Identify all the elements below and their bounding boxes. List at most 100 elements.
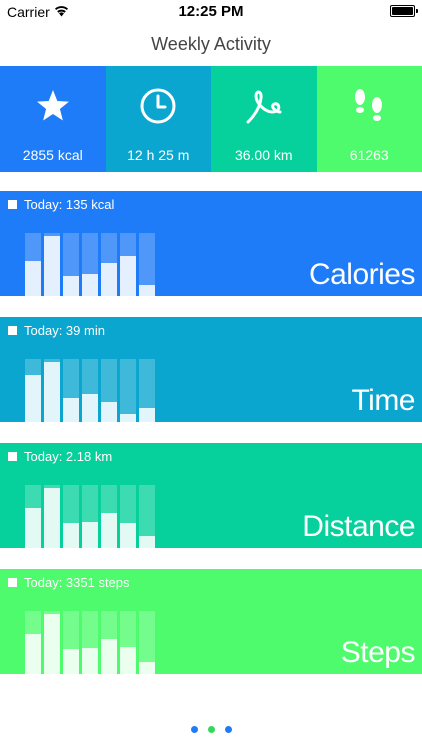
summary-value: 2855 kcal <box>22 147 83 163</box>
day-bar-fill <box>82 394 98 422</box>
day-bar-fill <box>82 521 98 548</box>
battery-icon <box>390 5 418 17</box>
page-indicator[interactable] <box>0 726 422 733</box>
day-bar-fill <box>44 487 60 548</box>
status-bar: Carrier 12:25 PM <box>0 0 422 24</box>
day-bar <box>25 359 41 422</box>
card-title: Steps <box>340 636 416 669</box>
day-bar <box>139 233 155 296</box>
day-bar <box>44 611 60 674</box>
day-bar <box>25 485 41 548</box>
day-bar <box>63 611 79 674</box>
day-bar <box>139 611 155 674</box>
legend-square <box>8 578 17 587</box>
summary-tiles: 2855 kcal 12 h 25 m 36.00 km 61263 <box>0 66 422 172</box>
day-bar-fill <box>120 414 136 422</box>
day-bar <box>120 485 136 548</box>
page-dot-active[interactable] <box>207 726 215 733</box>
card-title: Distance <box>302 510 415 543</box>
day-bar-fill <box>63 649 79 674</box>
day-bar-fill <box>120 523 136 548</box>
day-bar <box>139 359 155 422</box>
day-bar <box>101 485 117 548</box>
page-title: Weekly Activity <box>151 34 271 54</box>
day-bar-fill <box>63 398 79 422</box>
today-row: Today: 39 min <box>8 323 105 338</box>
today-label: Today: 2.18 km <box>24 449 113 464</box>
distance-card[interactable]: Today: 2.18 km Distance <box>0 443 422 548</box>
wifi-icon <box>54 4 69 17</box>
weekly-bar-chart <box>25 359 159 422</box>
today-row: Today: 135 kcal <box>8 197 114 212</box>
today-row: Today: 3351 steps <box>8 575 130 590</box>
day-bar <box>101 611 117 674</box>
summary-tile-time[interactable]: 12 h 25 m <box>105 66 211 172</box>
day-bar <box>25 233 41 296</box>
day-bar-fill <box>101 263 117 296</box>
day-bar <box>44 233 60 296</box>
day-bar-fill <box>101 512 117 548</box>
legend-square <box>8 326 17 335</box>
today-row: Today: 2.18 km <box>8 449 112 464</box>
calories-card[interactable]: Today: 135 kcal Calories <box>0 191 422 296</box>
day-bar <box>82 611 98 674</box>
day-bar <box>101 359 117 422</box>
clock-icon <box>138 86 178 126</box>
star-icon <box>33 86 73 126</box>
day-bar <box>63 233 79 296</box>
card-title: Time <box>351 384 415 417</box>
day-bar-fill <box>25 634 41 674</box>
day-bar <box>101 233 117 296</box>
summary-tile-steps[interactable]: 61263 <box>316 66 422 172</box>
day-bar-fill <box>139 536 155 548</box>
day-bar <box>25 611 41 674</box>
weekly-bar-chart <box>25 485 159 548</box>
summary-tile-calories[interactable]: 2855 kcal <box>0 66 106 172</box>
today-label: Today: 135 kcal <box>24 197 115 212</box>
day-bar <box>63 359 79 422</box>
day-bar-fill <box>44 235 60 296</box>
day-bar <box>44 485 60 548</box>
card-title: Calories <box>308 258 416 291</box>
day-bar-fill <box>139 285 155 296</box>
day-bar-fill <box>44 361 60 422</box>
summary-value: 61263 <box>349 147 389 163</box>
today-label: Today: 39 min <box>24 323 105 338</box>
day-bar-fill <box>120 256 136 296</box>
day-bar-fill <box>101 638 117 674</box>
day-bar-fill <box>44 613 60 674</box>
summary-value: 12 h 25 m <box>127 147 190 163</box>
page-dot[interactable] <box>224 726 232 733</box>
summary-tile-distance[interactable]: 36.00 km <box>211 66 317 172</box>
day-bar <box>120 611 136 674</box>
day-bar-fill <box>82 273 98 296</box>
day-bar-fill <box>25 508 41 548</box>
legend-square <box>8 452 17 461</box>
time-card[interactable]: Today: 39 min Time <box>0 317 422 422</box>
summary-value: 36.00 km <box>234 147 293 163</box>
today-label: Today: 3351 steps <box>24 575 130 590</box>
steps-card[interactable]: Today: 3351 steps Steps <box>0 569 422 674</box>
day-bar-fill <box>139 662 155 674</box>
page-dot[interactable] <box>190 726 198 733</box>
day-bar <box>82 233 98 296</box>
day-bar <box>120 233 136 296</box>
day-bar-fill <box>25 375 41 422</box>
route-icon <box>244 86 284 126</box>
footprints-icon <box>349 86 389 126</box>
weekly-bar-chart <box>25 233 159 296</box>
legend-square <box>8 200 17 209</box>
day-bar-fill <box>101 401 117 422</box>
day-bar <box>82 359 98 422</box>
day-bar-fill <box>63 275 79 296</box>
day-bar-fill <box>120 646 136 674</box>
status-time: 12:25 PM <box>178 3 244 20</box>
day-bar-fill <box>63 522 79 548</box>
weekly-bar-chart <box>25 611 159 674</box>
day-bar-fill <box>139 407 155 422</box>
day-bar-fill <box>25 261 41 296</box>
day-bar <box>44 359 60 422</box>
carrier-label: Carrier <box>7 4 50 20</box>
day-bar-fill <box>82 647 98 674</box>
day-bar <box>120 359 136 422</box>
